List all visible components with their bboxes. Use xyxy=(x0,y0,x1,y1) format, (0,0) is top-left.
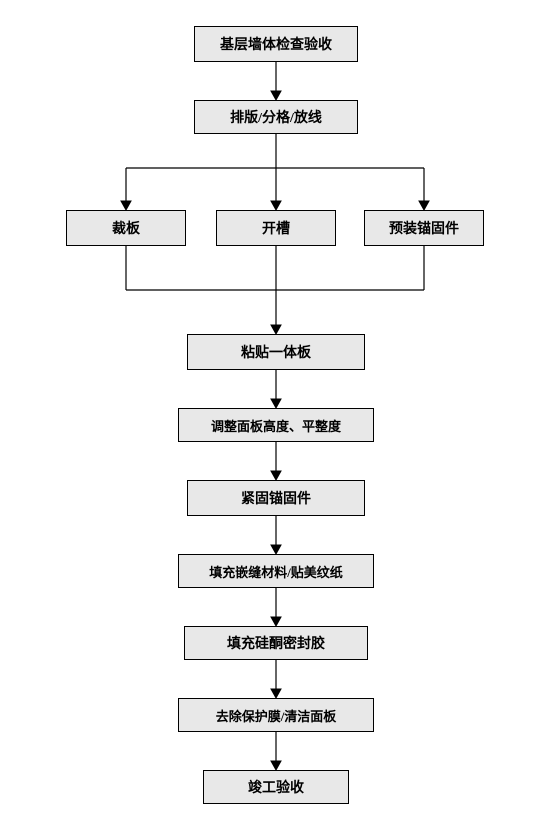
flowchart-node-n7: 调整面板高度、平整度 xyxy=(178,408,374,442)
flowchart-node-n11: 去除保护膜/清洁面板 xyxy=(178,698,374,732)
flowchart-node-n10: 填充硅酮密封胶 xyxy=(184,626,368,660)
flowchart-node-n8: 紧固锚固件 xyxy=(187,480,365,516)
flowchart-node-n6: 粘贴一体板 xyxy=(187,334,365,370)
flowchart-node-n3: 裁板 xyxy=(66,210,186,246)
flowchart-node-n2: 排版/分格/放线 xyxy=(194,100,358,134)
flowchart-node-n9: 填充嵌缝材料/贴美纹纸 xyxy=(178,554,374,588)
flowchart-node-n12: 竣工验收 xyxy=(203,770,349,804)
flowchart-node-n1: 基层墙体检查验收 xyxy=(194,26,358,62)
flowchart-node-n4: 开槽 xyxy=(216,210,336,246)
flowchart-node-n5: 预装锚固件 xyxy=(364,210,484,246)
